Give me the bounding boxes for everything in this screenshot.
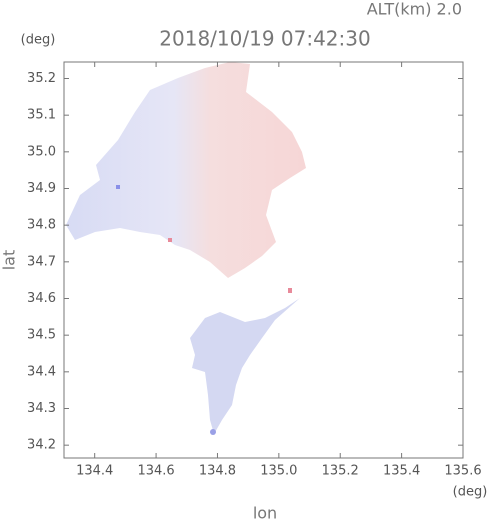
y-tick-label: 34.6 bbox=[27, 291, 56, 306]
x-unit: (deg) bbox=[453, 485, 488, 500]
y-tick-label: 35.2 bbox=[27, 71, 56, 86]
altitude-label: ALT(km) 2.0 bbox=[367, 0, 462, 19]
x-tick-label: 135.2 bbox=[322, 464, 359, 479]
y-tick-label: 34.8 bbox=[27, 218, 56, 233]
x-tick-label: 135.0 bbox=[260, 464, 297, 479]
y-tick-label: 35.1 bbox=[27, 108, 56, 123]
x-axis-label: lon bbox=[253, 504, 277, 521]
plot-frame bbox=[63, 61, 464, 459]
y-tick-label: 34.9 bbox=[27, 181, 56, 196]
y-tick-label: 34.5 bbox=[27, 328, 56, 343]
y-unit: (deg) bbox=[21, 33, 56, 48]
x-tick-label: 134.4 bbox=[76, 464, 113, 479]
y-tick-label: 34.2 bbox=[27, 438, 56, 453]
chart-title: 2018/10/19 07:42:30 bbox=[159, 27, 370, 51]
y-axis-label: lat bbox=[0, 250, 19, 271]
x-tick-label: 135.6 bbox=[444, 464, 481, 479]
y-tick-label: 34.3 bbox=[27, 401, 56, 416]
y-tick-label: 34.7 bbox=[27, 254, 56, 269]
y-tick-label: 35.0 bbox=[27, 144, 56, 159]
x-tick-label: 135.4 bbox=[383, 464, 420, 479]
y-tick-label: 34.4 bbox=[27, 364, 56, 379]
x-tick-label: 134.6 bbox=[137, 464, 174, 479]
x-tick-label: 134.8 bbox=[199, 464, 236, 479]
land-field bbox=[66, 62, 306, 435]
